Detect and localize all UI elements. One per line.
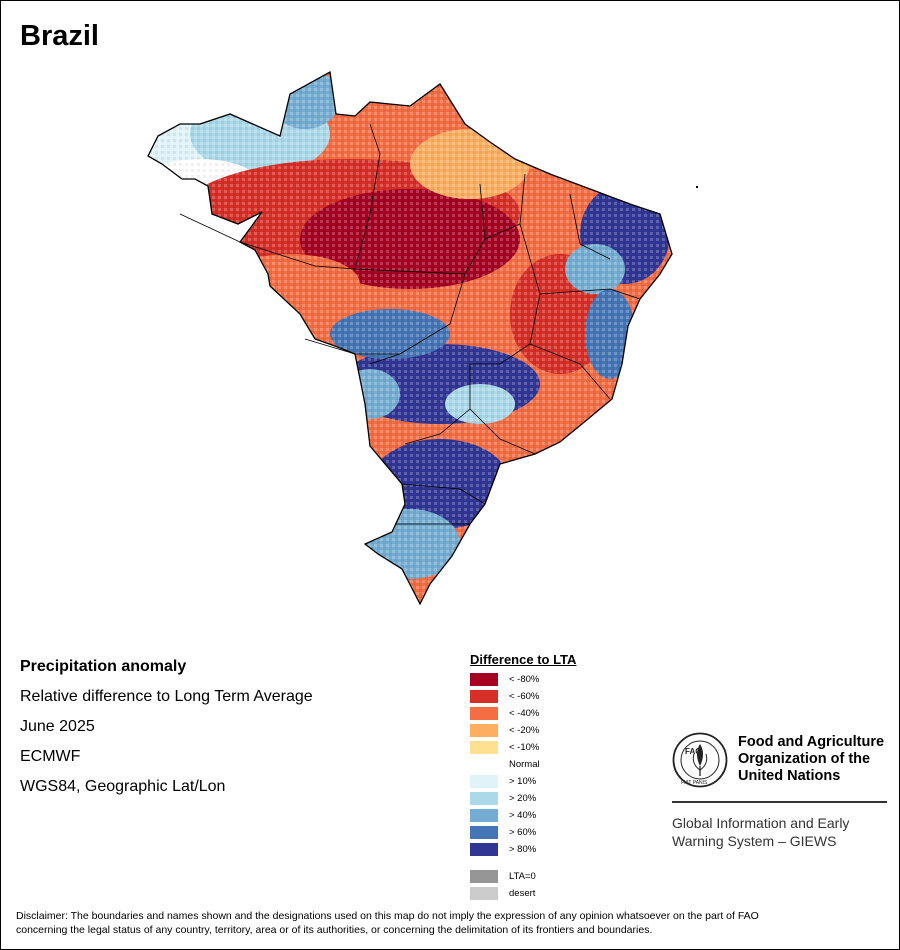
map-info: Precipitation anomaly Relative differenc… xyxy=(20,657,313,807)
giews-line: Global Information and Early xyxy=(672,815,850,831)
fao-name-line: Food and Agriculture xyxy=(738,734,885,750)
giews-line: Warning System – GIEWS xyxy=(672,833,837,849)
legend-label: < -60% xyxy=(509,691,540,702)
anomaly-raster xyxy=(148,72,672,604)
legend-row: > 80% xyxy=(470,841,576,858)
disclaimer: Disclaimer: The boundaries and names sho… xyxy=(16,909,886,937)
legend-swatch xyxy=(470,707,498,720)
legend-label: > 40% xyxy=(509,810,537,821)
legend-swatch xyxy=(470,870,498,883)
legend-row: LTA=0 xyxy=(470,868,576,885)
legend-items: < -80% < -60% < -40% < -20% < -10% Normal > 10… xyxy=(470,671,576,858)
legend-row: > 40% xyxy=(470,807,576,824)
legend-label: < -40% xyxy=(509,708,540,719)
boundary-line xyxy=(539,288,641,300)
legend-extra-items: LTA=0 desert xyxy=(470,868,576,902)
legend-swatch xyxy=(470,741,498,754)
legend-label: < -80% xyxy=(509,674,540,685)
boundary-line xyxy=(469,364,536,455)
legend-label: < -20% xyxy=(509,725,540,736)
legend-label: > 80% xyxy=(509,844,537,855)
legend-label: > 60% xyxy=(509,827,537,838)
legend-label: LTA=0 xyxy=(509,871,536,882)
state-boundaries xyxy=(179,123,641,525)
legend-swatch xyxy=(470,775,498,788)
fao-logo-block: FAO FIAT PANIS Food and Agriculture Orga… xyxy=(672,732,892,852)
boundary-line xyxy=(369,273,466,365)
giews-name: Global Information and Early Warning Sys… xyxy=(672,814,849,850)
disclaimer-line: Disclaimer: The boundaries and names sho… xyxy=(16,910,759,922)
legend-swatch xyxy=(470,724,498,737)
legend-swatch xyxy=(470,792,498,805)
fao-emblem-letters: FAO xyxy=(685,747,701,756)
legend-row: Normal xyxy=(470,756,576,773)
boundary-line xyxy=(404,408,471,445)
legend-swatch xyxy=(470,673,498,686)
legend-row: > 20% xyxy=(470,790,576,807)
legend-row: desert xyxy=(470,885,576,902)
legend-row: < -60% xyxy=(470,688,576,705)
boundary-line xyxy=(179,213,356,270)
brazil-map xyxy=(140,64,700,609)
boundary-line xyxy=(401,483,486,505)
map-heading: Precipitation anomaly xyxy=(20,658,187,675)
legend-row: < -10% xyxy=(470,739,576,756)
legend-label: desert xyxy=(509,888,536,899)
raster-texture xyxy=(148,72,672,604)
legend-row: > 10% xyxy=(470,773,576,790)
offshore-islands xyxy=(696,186,698,188)
legend-label: > 20% xyxy=(509,793,537,804)
map-source: ECMWF xyxy=(20,748,81,765)
map-legend: Difference to LTA < -80% < -60% < -40% < -2… xyxy=(470,652,576,902)
legend-row: < -80% xyxy=(470,671,576,688)
fao-divider xyxy=(672,801,887,803)
legend-row: < -40% xyxy=(470,705,576,722)
boundary-line xyxy=(354,183,486,275)
boundary-line xyxy=(529,343,611,400)
legend-swatch xyxy=(470,826,498,839)
disclaimer-line: concerning the legal status of any count… xyxy=(16,924,653,936)
legend-swatch xyxy=(470,809,498,822)
legend-row: < -20% xyxy=(470,722,576,739)
brazil-map-svg xyxy=(147,71,698,605)
fao-emblem-icon: FAO FIAT PANIS xyxy=(672,732,728,788)
map-projection: WGS84, Geographic Lat/Lon xyxy=(20,778,226,795)
fao-emblem-motto: FIAT PANIS xyxy=(681,780,708,786)
legend-row: > 60% xyxy=(470,824,576,841)
fao-name-line: United Nations xyxy=(738,768,841,784)
fao-name-line: Organization of the xyxy=(738,751,871,767)
map-title: Brazil xyxy=(20,20,99,52)
legend-swatch xyxy=(470,690,498,703)
map-period: June 2025 xyxy=(20,718,95,735)
map-subtitle: Relative difference to Long Term Average xyxy=(20,688,313,705)
legend-label: < -10% xyxy=(509,742,540,753)
fao-name: Food and Agriculture Organization of the… xyxy=(738,734,884,785)
legend-swatch xyxy=(470,843,498,856)
legend-swatch xyxy=(470,887,498,900)
island-dot xyxy=(696,186,698,188)
legend-label: Normal xyxy=(509,759,540,770)
boundary-line xyxy=(354,123,381,270)
legend-title: Difference to LTA xyxy=(470,652,577,667)
legend-label: > 10% xyxy=(509,776,537,787)
boundary-line xyxy=(569,193,611,260)
legend-gap xyxy=(470,858,576,868)
